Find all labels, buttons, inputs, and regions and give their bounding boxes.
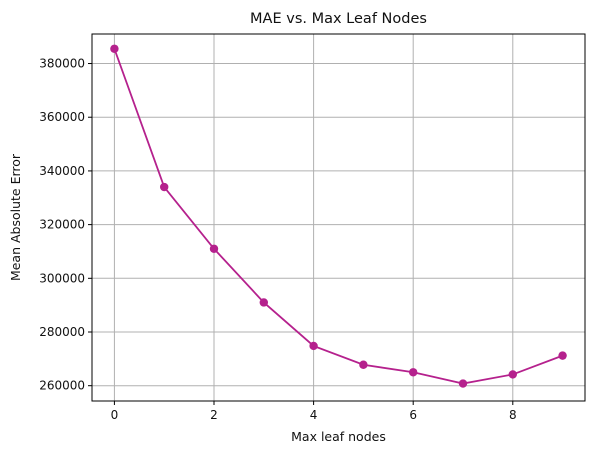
data-point xyxy=(458,379,468,388)
y-axis-label: Mean Absolute Error xyxy=(8,153,23,281)
y-tick-label: 320000 xyxy=(39,218,85,232)
x-tick-label: 0 xyxy=(111,408,119,422)
plot-frame xyxy=(91,33,586,402)
y-tick-label: 380000 xyxy=(39,57,85,71)
x-tick-label: 4 xyxy=(310,408,318,422)
y-tick-label: 340000 xyxy=(39,164,85,178)
data-point xyxy=(359,360,368,369)
series-layer xyxy=(110,44,567,388)
data-point xyxy=(309,341,318,351)
y-tick-label: 280000 xyxy=(39,325,85,339)
y-tick-label: 260000 xyxy=(39,379,85,393)
x-tick-label: 6 xyxy=(409,408,417,422)
data-point xyxy=(259,298,269,307)
y-tick-label: 360000 xyxy=(39,110,85,124)
y-tick-label: 300000 xyxy=(39,271,85,285)
data-point xyxy=(209,244,219,253)
data-point xyxy=(558,351,567,360)
ticks: 0 2 4 6 8 260000 280000 300000 320000 340000 36000… xyxy=(39,57,516,422)
grid xyxy=(92,34,585,401)
series-line xyxy=(113,48,563,385)
data-point xyxy=(408,368,418,377)
x-tick-label: 2 xyxy=(210,408,218,422)
chart-title: MAE vs. Max Leaf Nodes xyxy=(250,11,427,27)
x-tick-label: 8 xyxy=(509,408,517,422)
data-point xyxy=(160,182,169,192)
data-point xyxy=(110,44,119,53)
data-point xyxy=(508,370,517,379)
x-axis-label: Max leaf nodes xyxy=(291,429,386,444)
